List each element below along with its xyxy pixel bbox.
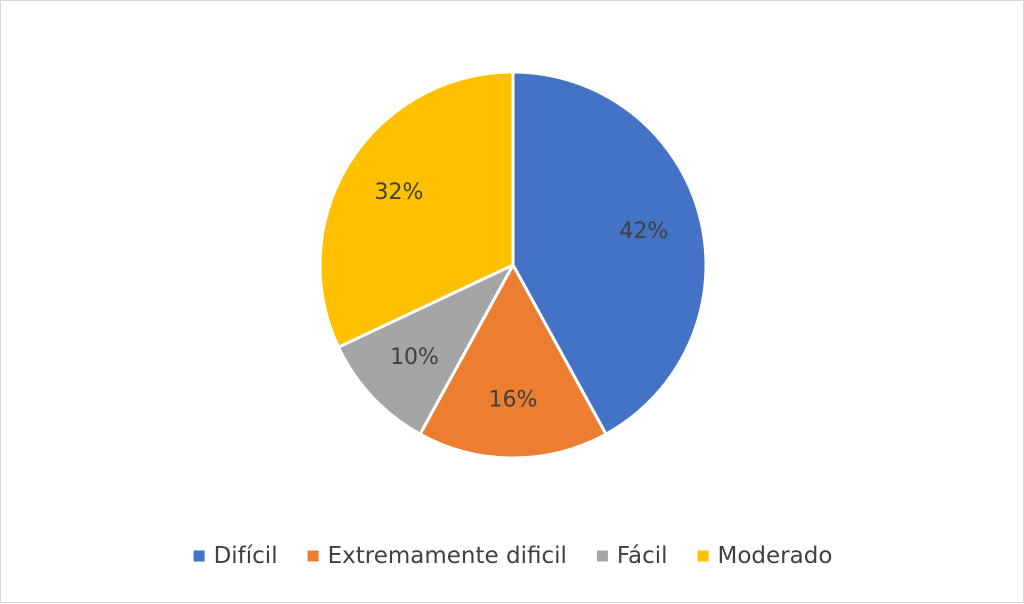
legend-swatch-extremamente-dificil — [307, 550, 319, 562]
pie-slice-facil — [336, 263, 515, 436]
pie-data-labels: 42% 16% 10% 32% — [374, 180, 668, 412]
pie-slice-moderado — [318, 70, 515, 349]
legend-item-facil: Fácil — [596, 543, 668, 569]
legend-label-moderado: Moderado — [718, 543, 833, 569]
data-label-extremamente-dificil: 16% — [489, 388, 538, 413]
legend-label-dificil: Difícil — [214, 543, 278, 569]
pie-slice-dificil — [511, 70, 708, 436]
legend-item-extremamente-dificil: Extremamente dificil — [307, 543, 567, 569]
legend-label-facil: Fácil — [617, 543, 668, 569]
pie-slices — [318, 70, 708, 460]
legend-swatch-facil — [596, 550, 608, 562]
data-label-moderado: 32% — [374, 180, 423, 205]
chart-legend: Difícil Extremamente dificil Fácil Moderado — [193, 543, 833, 569]
data-label-facil: 10% — [390, 345, 439, 370]
pie-slice-extremamente-dificil — [418, 263, 608, 460]
legend-swatch-moderado — [697, 550, 709, 562]
data-label-dificil: 42% — [619, 219, 668, 244]
legend-swatch-dificil — [193, 550, 205, 562]
legend-item-moderado: Moderado — [697, 543, 833, 569]
legend-label-extremamente-dificil: Extremamente dificil — [328, 543, 567, 569]
legend-item-dificil: Difícil — [193, 543, 278, 569]
